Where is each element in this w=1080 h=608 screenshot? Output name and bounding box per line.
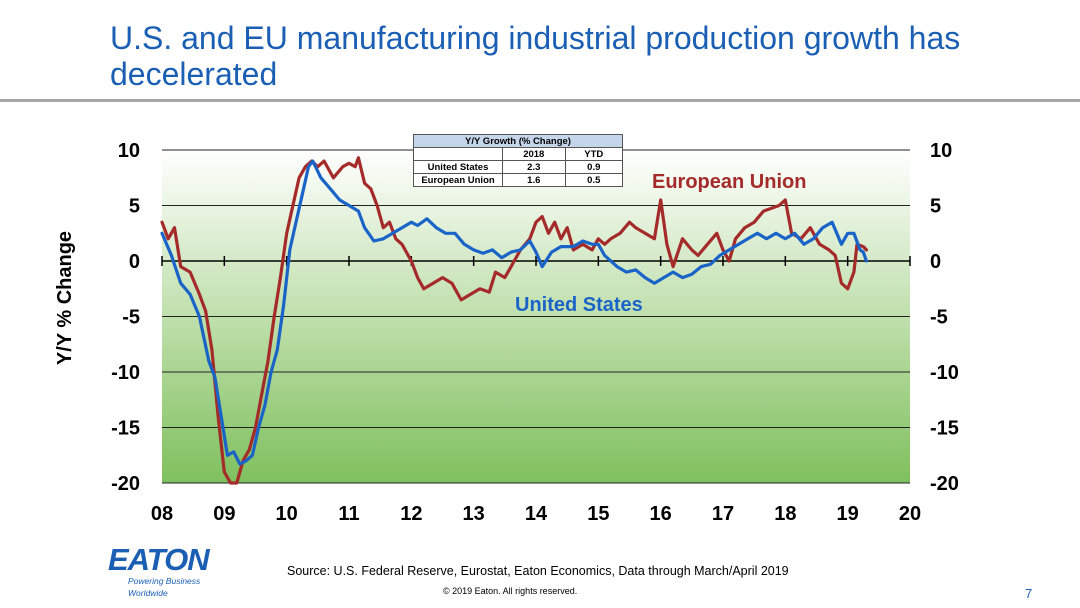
page-number: 7 (1025, 586, 1033, 601)
y-tick-label-left: 0 (129, 251, 140, 273)
y-tick-label-right: 0 (930, 251, 941, 273)
eaton-logo: EATON Powering Business Worldwide (108, 542, 238, 598)
x-tick-label: 14 (525, 503, 548, 525)
y-tick-label-right: 10 (930, 140, 952, 162)
y-tick-label-left: 10 (118, 140, 140, 162)
growth-summary-table: Y/Y Growth (% Change) 2018 YTD United St… (413, 134, 624, 187)
x-tick-label: 18 (774, 503, 796, 525)
x-tick-label: 16 (650, 503, 672, 525)
series-lines (160, 156, 868, 485)
y-tick-label-right: -20 (930, 473, 959, 495)
y-tick-label-right: -15 (930, 418, 959, 440)
table-header-empty (413, 147, 503, 161)
x-tick-label: 13 (463, 503, 485, 525)
title-divider (0, 99, 1080, 102)
series-line-european-union (160, 156, 868, 485)
logo-tagline: Powering Business Worldwide (128, 576, 201, 598)
y-tick-label-left: -15 (111, 418, 140, 440)
row-name-united-states: United States (413, 160, 503, 174)
row-eu-2018: 1.6 (502, 173, 566, 187)
y-tick-label-left: 5 (129, 196, 140, 218)
y-axis-label: Y/Y % Change (54, 231, 76, 365)
x-tick-label: 15 (587, 503, 609, 525)
row-eu-ytd: 0.5 (564, 173, 624, 187)
series-line-united-states (160, 159, 868, 466)
x-tick-label: 10 (276, 503, 298, 525)
row-name-european-union: European Union (413, 173, 503, 187)
logo-wordmark: EATON (108, 542, 210, 577)
y-tick-label-right: -10 (930, 362, 959, 384)
series-label-united-states: United States (515, 294, 643, 316)
x-tick-label: 20 (899, 503, 921, 525)
row-us-2018: 2.3 (502, 160, 566, 174)
table-row: United States 2.3 0.9 (413, 160, 624, 174)
row-us-ytd: 0.9 (564, 160, 624, 174)
x-tick-label: 08 (151, 503, 173, 525)
table-caption: Y/Y Growth (% Change) (413, 134, 623, 148)
y-axis-left: 10 5 0 -5 -10 -15 -20 (111, 140, 140, 495)
x-tick-label: 12 (400, 503, 422, 525)
y-tick-label-left: -5 (122, 307, 140, 329)
copyright-notice: © 2019 Eaton. All rights reserved. (443, 586, 578, 596)
y-axis-right: 10 5 0 -5 -10 -15 -20 (930, 140, 959, 495)
table-header-2018: 2018 (502, 147, 566, 161)
table-row: European Union 1.6 0.5 (413, 173, 624, 187)
y-tick-label-right: -5 (930, 307, 948, 329)
y-tick-label-left: -10 (111, 362, 140, 384)
table-header-ytd: YTD (564, 147, 624, 161)
x-tick-label: 17 (712, 503, 734, 525)
x-tick-label: 19 (837, 503, 859, 525)
source-note: Source: U.S. Federal Reserve, Eurostat, … (287, 564, 789, 578)
y-tick-label-right: 5 (930, 196, 941, 218)
x-axis: 08 09 10 11 12 13 14 15 16 17 18 19 20 (151, 256, 921, 525)
y-tick-label-left: -20 (111, 473, 140, 495)
x-tick-label: 11 (338, 503, 359, 525)
series-label-european-union: European Union (652, 171, 806, 193)
x-tick-label: 09 (213, 503, 235, 525)
slide-title: U.S. and EU manufacturing industrial pro… (110, 20, 961, 92)
